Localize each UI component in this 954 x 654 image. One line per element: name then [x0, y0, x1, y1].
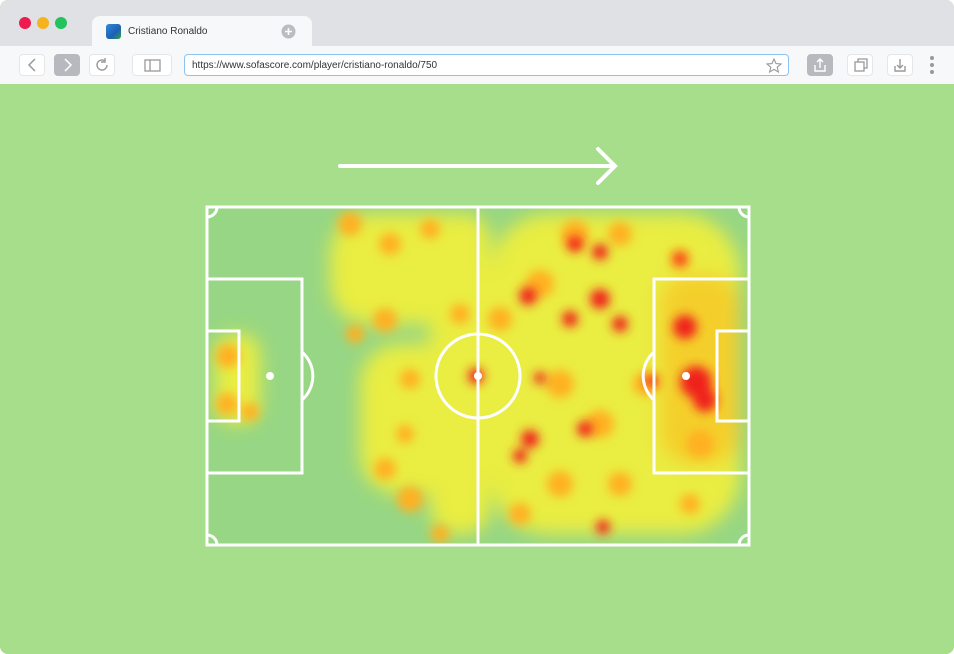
menu-button[interactable]: [928, 55, 936, 75]
download-button[interactable]: [887, 54, 913, 76]
tabs-button[interactable]: [847, 54, 873, 76]
url-text: https://www.sofascore.com/player/cristia…: [192, 60, 438, 71]
direction-arrow: [338, 147, 618, 185]
tab-title: Cristiano Ronaldo: [128, 26, 208, 37]
back-button[interactable]: [19, 54, 45, 76]
share-button[interactable]: [807, 54, 833, 76]
pitch-spots: [266, 372, 690, 380]
favicon: [106, 24, 121, 39]
minimize-button[interactable]: [37, 17, 49, 29]
sidebar-button[interactable]: [132, 54, 172, 76]
forward-button[interactable]: [54, 54, 80, 76]
heatmap: [215, 212, 740, 543]
bookmark-star[interactable]: [766, 58, 782, 73]
page-content: [0, 84, 954, 654]
close-button[interactable]: [19, 17, 31, 29]
tab[interactable]: Cristiano Ronaldo: [92, 16, 312, 46]
new-tab-button[interactable]: [281, 24, 296, 39]
toolbar: https://www.sofascore.com/player/cristia…: [0, 46, 954, 85]
maximize-button[interactable]: [55, 17, 67, 29]
title-bar: Cristiano Ronaldo: [0, 0, 954, 46]
address-bar[interactable]: https://www.sofascore.com/player/cristia…: [184, 54, 789, 76]
reload-button[interactable]: [89, 54, 115, 76]
